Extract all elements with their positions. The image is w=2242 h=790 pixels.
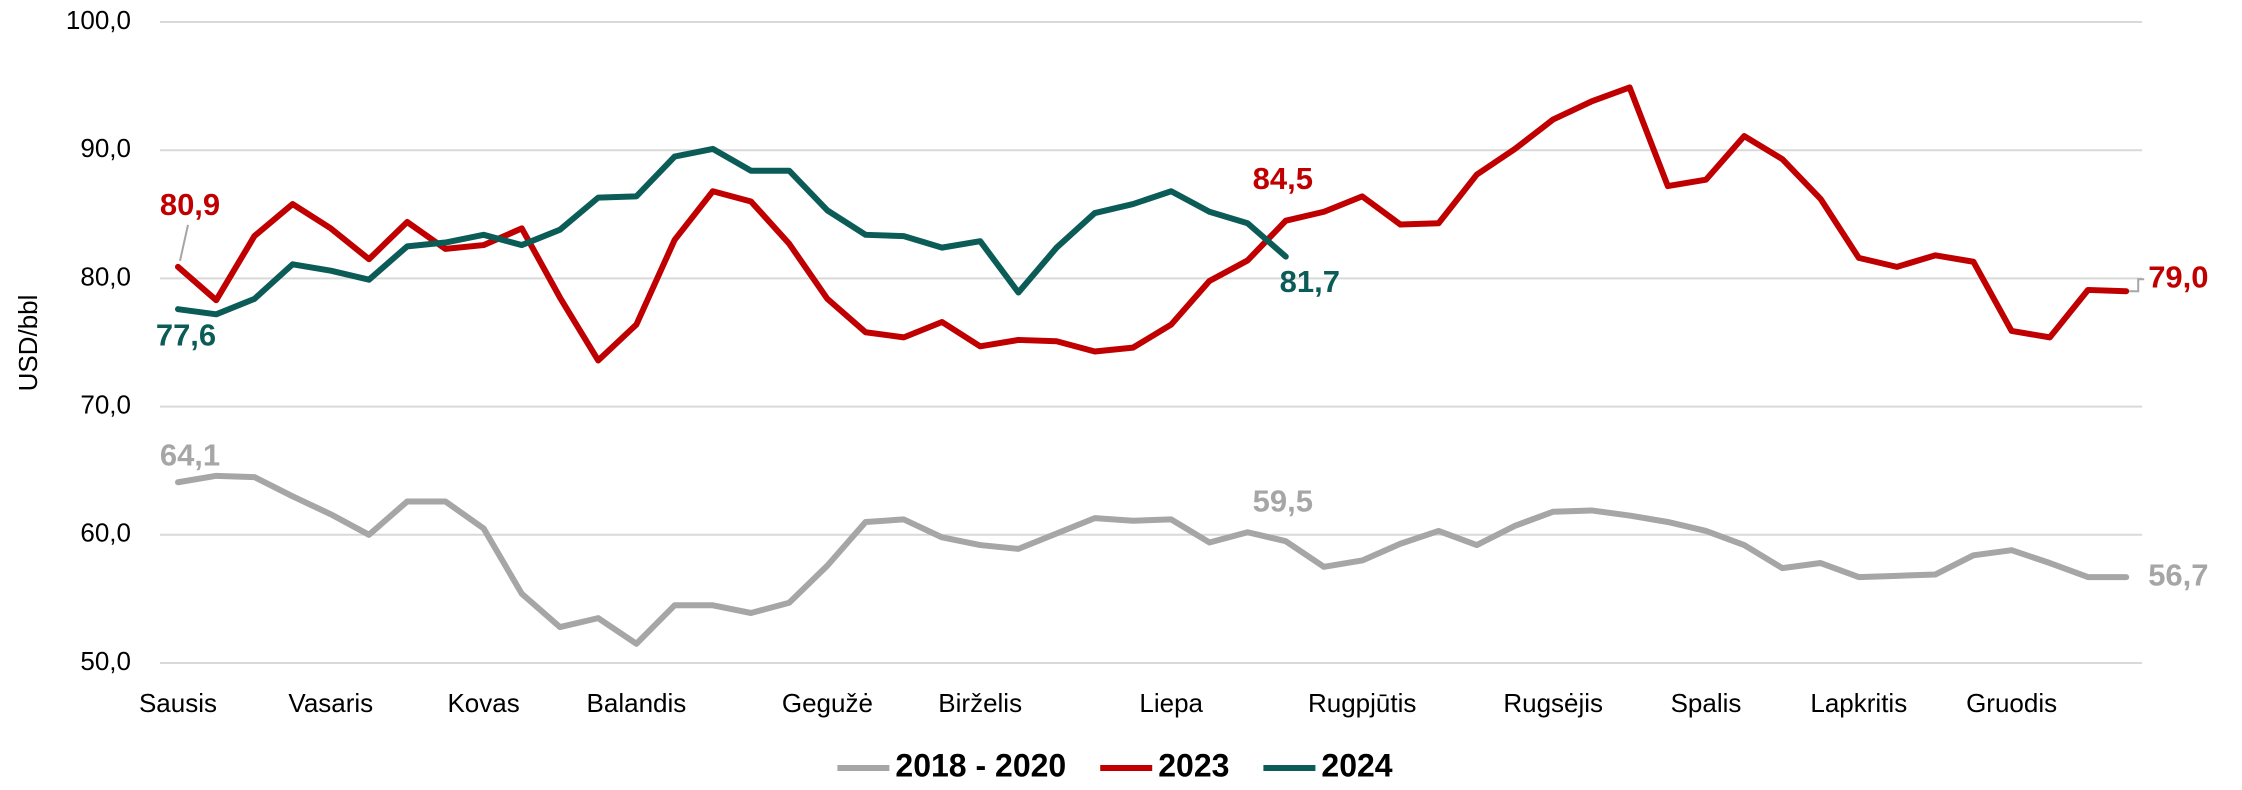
data-label: 80,9 <box>160 187 220 222</box>
x-tick-label: Gruodis <box>1966 688 2057 718</box>
leader-line <box>179 224 189 262</box>
y-tick-label: 70,0 <box>80 389 131 419</box>
legend-label: 2024 <box>1321 747 1392 783</box>
y-tick-label: 80,0 <box>80 261 131 291</box>
y-tick-label: 100,0 <box>66 5 131 35</box>
data-label: 79,0 <box>2148 259 2208 294</box>
x-tick-label: Vasaris <box>288 688 373 718</box>
x-tick-label: Spalis <box>1671 688 1742 718</box>
x-tick-label: Sausis <box>139 688 217 718</box>
data-label: 84,5 <box>1253 161 1313 196</box>
data-label: 77,6 <box>156 317 216 352</box>
y-tick-label: 50,0 <box>80 646 131 676</box>
x-tick-label: Liepa <box>1139 688 1203 718</box>
series-line <box>175 145 1289 318</box>
x-tick-label: Birželis <box>938 688 1022 718</box>
x-tick-label: Kovas <box>447 688 519 718</box>
data-label: 81,7 <box>1280 264 1340 299</box>
y-tick-label: 60,0 <box>80 518 131 548</box>
data-label: 64,1 <box>160 437 220 472</box>
legend-label: 2018 - 2020 <box>895 747 1066 783</box>
data-label: 56,7 <box>2148 557 2208 592</box>
x-tick-label: Gegužė <box>782 688 873 718</box>
x-tick-label: Rugpjūtis <box>1308 688 1416 718</box>
series-line <box>175 84 2130 364</box>
series-line <box>175 472 2130 647</box>
leader-line <box>2129 278 2145 293</box>
x-tick-label: Rugsėjis <box>1503 688 1603 718</box>
legend-label: 2023 <box>1158 747 1229 783</box>
y-axis-label: USD/bbl <box>13 295 43 392</box>
x-tick-label: Lapkritis <box>1810 688 1907 718</box>
data-label: 59,5 <box>1253 483 1313 518</box>
legend: 2018 - 2020 2023 2024 <box>837 747 1393 783</box>
x-tick-label: Balandis <box>587 688 687 718</box>
y-tick-label: 90,0 <box>80 133 131 163</box>
